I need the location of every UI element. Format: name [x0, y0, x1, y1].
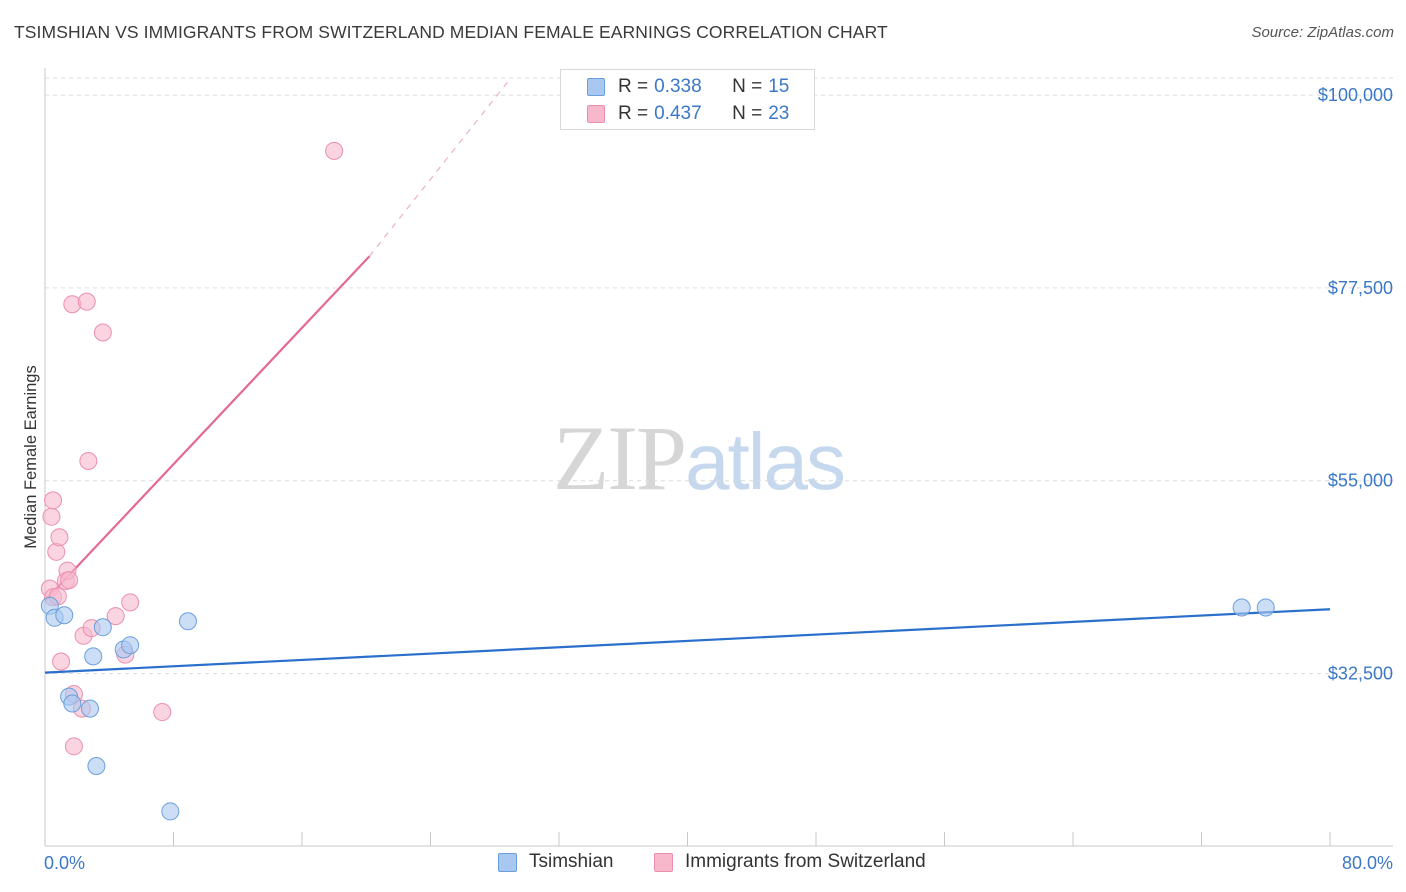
- axes: [44, 68, 1393, 847]
- legend-n-label: N =: [732, 103, 763, 124]
- point-switzerland: [153, 703, 172, 722]
- legend-swatch-switzerland: [654, 852, 673, 872]
- legend-row-tsimshian: R = 0.338 N = 15: [587, 74, 790, 100]
- watermark: ZIPatlas: [553, 405, 846, 511]
- legend-swatch-tsimshian: [587, 78, 605, 96]
- legend-n-value: 15: [768, 76, 790, 97]
- legend-r-label: R =: [618, 76, 649, 97]
- legend-n-label: N =: [732, 76, 763, 97]
- legend-n-value: 23: [768, 103, 790, 124]
- point-switzerland: [121, 593, 140, 612]
- axis-labels: $32,500 $55,000 $77,500 $100,000 0.0% 80.0% Me…: [22, 85, 1393, 873]
- data-points: [40, 141, 1275, 821]
- x-tick-label: 80.0%: [1342, 853, 1393, 873]
- point-switzerland: [93, 323, 112, 342]
- point-tsimshian: [93, 618, 112, 637]
- legend-swatch-tsimshian: [498, 852, 517, 872]
- legend-item-switzerland[interactable]: Immigrants from Switzerland: [654, 851, 926, 873]
- trend-lines: [44, 77, 1331, 674]
- point-tsimshian: [1232, 598, 1251, 617]
- point-switzerland: [52, 652, 71, 671]
- point-tsimshian: [80, 699, 99, 718]
- trend-line-switzerland: [44, 255, 371, 602]
- y-tick-label: $77,500: [1328, 278, 1393, 298]
- y-axis-label: Median Female Earnings: [22, 365, 40, 548]
- trend-line-tsimshian: [44, 608, 1331, 674]
- point-tsimshian: [87, 757, 106, 776]
- point-switzerland: [60, 571, 79, 590]
- legend-r-label: R =: [618, 103, 649, 124]
- point-tsimshian: [1256, 598, 1275, 617]
- y-tick-label: $32,500: [1328, 663, 1393, 683]
- legend-item-tsimshian[interactable]: Tsimshian: [498, 851, 613, 873]
- y-tick-label: $100,000: [1318, 85, 1393, 105]
- legend-swatch-switzerland: [587, 105, 605, 123]
- point-switzerland: [77, 292, 96, 311]
- point-tsimshian: [63, 694, 82, 713]
- point-switzerland: [47, 542, 66, 561]
- point-tsimshian: [178, 612, 197, 631]
- point-tsimshian: [55, 606, 74, 625]
- point-switzerland: [325, 141, 344, 160]
- watermark-zip: ZIP: [553, 407, 687, 509]
- y-tick-label: $55,000: [1328, 471, 1393, 491]
- point-switzerland: [79, 451, 98, 470]
- point-switzerland: [42, 507, 61, 526]
- legend-row-switzerland: R = 0.437 N = 23: [587, 101, 790, 127]
- point-tsimshian: [161, 802, 180, 821]
- point-switzerland: [64, 737, 83, 756]
- legend-r-value: 0.338: [654, 76, 702, 97]
- legend-r-value: 0.437: [654, 103, 702, 124]
- watermark-atlas: atlas: [685, 417, 846, 506]
- correlation-legend: R = 0.338 N = 15 R = 0.437 N = 23: [560, 69, 815, 130]
- point-tsimshian: [121, 636, 140, 655]
- chart-title: TSIMSHIAN VS IMMIGRANTS FROM SWITZERLAND…: [14, 22, 888, 42]
- x-tick-label: 0.0%: [44, 853, 85, 873]
- point-tsimshian: [84, 647, 103, 666]
- source-label: Source: ZipAtlas.com: [1251, 24, 1394, 41]
- point-switzerland: [44, 491, 63, 510]
- point-switzerland: [106, 607, 125, 626]
- series-legend: Tsimshian Immigrants from Switzerland: [0, 851, 1406, 877]
- grid: [45, 77, 1393, 674]
- legend-label-tsimshian: Tsimshian: [529, 851, 614, 872]
- trend-line-switzerland-extension: [368, 77, 512, 257]
- point-switzerland: [50, 528, 69, 547]
- legend-label-switzerland: Immigrants from Switzerland: [685, 851, 926, 872]
